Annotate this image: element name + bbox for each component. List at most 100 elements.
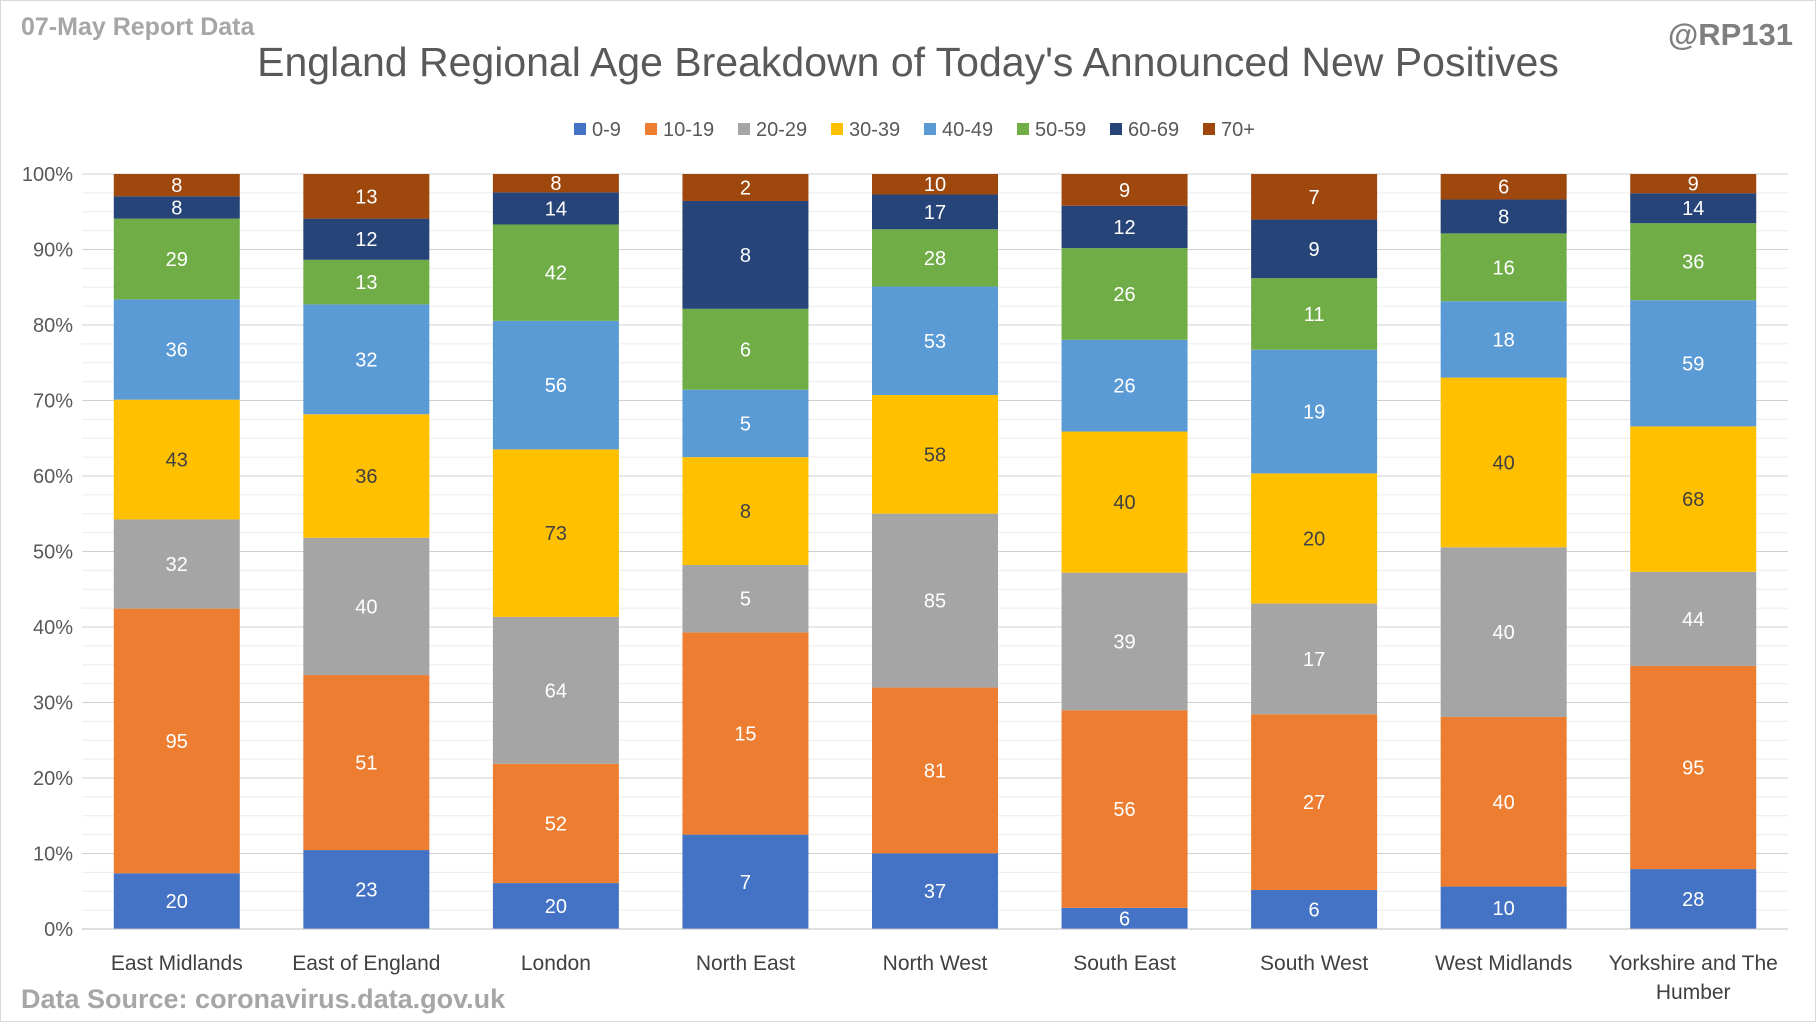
report-date-label: 07-May Report Data <box>21 13 255 41</box>
bar-segment-20-29 <box>1630 571 1757 666</box>
legend: 0-9 10-19 20-29 30-39 40-49 50-59 60-69 70+ <box>574 119 1255 141</box>
data-label: 73 <box>545 523 567 545</box>
category-label: South East <box>1073 952 1176 975</box>
bar-segment-0-9 <box>1440 886 1567 929</box>
bar-stack-east-midlands: 20 95 32 43 36 29 88 <box>113 174 240 929</box>
data-label: 17 <box>1303 649 1325 671</box>
bar-segment-50-59 <box>303 259 430 305</box>
data-label: 44 <box>1682 609 1704 631</box>
bar-stack-yorkshire-and-the-humber: 28 95 44 68 59 36 149 <box>1630 174 1757 929</box>
bar-segment-50-59 <box>113 218 240 300</box>
bar-segment-30-39 <box>492 449 619 617</box>
bar-segment-60-69 <box>303 218 430 260</box>
data-label: 6 <box>740 339 751 361</box>
bar-segment-10-19 <box>492 763 619 884</box>
bar-segment-50-59 <box>492 224 619 321</box>
legend-label: 70+ <box>1221 119 1255 141</box>
bar-segment-60-69 <box>1630 193 1757 224</box>
data-label: 9 <box>1688 174 1699 196</box>
data-label: 19 <box>1303 402 1325 424</box>
y-tick-label: 10% <box>33 844 73 866</box>
y-tick-label: 50% <box>33 542 73 564</box>
data-label: 6 <box>1309 899 1320 921</box>
legend-swatch <box>574 123 586 135</box>
bar-segment-30-39 <box>1061 431 1188 573</box>
bar-segment-50-59 <box>1061 248 1188 340</box>
legend-item-60-69: 60-69 <box>1110 119 1179 141</box>
data-label: 12 <box>1113 217 1135 239</box>
bar-segment-70 <box>682 174 809 201</box>
y-tick-label: 100% <box>22 164 73 186</box>
bar-stack-south-west: 6 27 17 20 19 11 9 7 <box>1251 174 1378 929</box>
legend-item-20-29: 20-29 <box>738 119 807 141</box>
bar-segment-70 <box>303 174 430 219</box>
bar-segment-30-39 <box>1251 473 1378 604</box>
bar-segment-60-69 <box>1061 205 1188 249</box>
category-label: East Midlands <box>111 952 243 975</box>
category-label: London <box>521 952 591 975</box>
category-label: North West <box>883 952 988 975</box>
data-label: 42 <box>545 263 567 285</box>
bars: 2095324336298823514036321312132052647356… <box>113 173 1757 930</box>
data-label: 18 <box>1493 329 1515 351</box>
category-label: North East <box>696 952 795 975</box>
bar-segment-20-29 <box>303 537 430 676</box>
bar-segment-60-69 <box>682 200 809 309</box>
data-label: 20 <box>545 896 567 918</box>
data-label: 10 <box>1493 898 1515 920</box>
bar-segment-10-19 <box>303 675 430 851</box>
data-label: 85 <box>924 591 946 613</box>
data-label: 8 <box>171 175 182 197</box>
y-tick-label: 80% <box>33 315 73 337</box>
bar-segment-50-59 <box>1630 223 1757 301</box>
bar-segment-20-29 <box>872 513 998 688</box>
data-label: 40 <box>1113 492 1135 514</box>
bar-segment-0-9 <box>303 850 430 929</box>
bar-segment-10-19 <box>113 608 240 874</box>
bar-stack-south-east: 6 56 39 40 26 26 12 9 <box>1061 174 1188 930</box>
bar-segment-60-69 <box>492 192 619 225</box>
bar-segment-60-69 <box>1440 199 1567 234</box>
data-label: 27 <box>1303 792 1325 814</box>
data-label: 13 <box>355 186 377 208</box>
bar-segment-20-29 <box>1061 572 1188 711</box>
data-label: 56 <box>1113 799 1135 821</box>
data-label: 10 <box>924 174 946 196</box>
category-label: West Midlands <box>1435 952 1572 975</box>
data-label: 12 <box>355 229 377 251</box>
data-label: 8 <box>740 245 751 267</box>
data-label: 11 <box>1304 304 1325 326</box>
data-label: 68 <box>1682 489 1704 511</box>
data-label: 9 <box>1119 180 1130 202</box>
data-label: 23 <box>355 880 377 902</box>
legend-item-40-49: 40-49 <box>924 119 993 141</box>
data-label: 26 <box>1113 376 1135 398</box>
data-label: 7 <box>1309 187 1320 209</box>
data-label: 20 <box>166 891 188 913</box>
data-label: 52 <box>545 813 567 835</box>
bar-segment-40-49 <box>1061 339 1188 432</box>
bar-segment-40-49 <box>1251 349 1378 474</box>
bar-stack-north-east: 7 15 5 8 5 6 8 2 <box>682 174 809 929</box>
data-label: 14 <box>545 198 567 220</box>
data-label: 51 <box>355 753 377 775</box>
legend-item-30-39: 30-39 <box>831 119 900 141</box>
data-label: 81 <box>924 760 946 782</box>
bar-segment-20-29 <box>113 519 240 609</box>
y-tick-label: 0% <box>44 919 73 941</box>
y-tick-label: 90% <box>33 240 73 262</box>
bar-segment-60-69 <box>872 194 998 230</box>
data-label: 6 <box>1119 908 1130 930</box>
data-label: 9 <box>1309 239 1320 261</box>
bar-segment-50-59 <box>1440 233 1567 302</box>
bar-segment-70 <box>1251 174 1378 220</box>
y-tick-label: 60% <box>33 466 73 488</box>
legend-swatch <box>738 123 750 135</box>
bar-segment-20-29 <box>1251 603 1378 715</box>
bar-segment-70 <box>492 174 619 193</box>
legend-label: 0-9 <box>592 119 621 141</box>
data-label: 32 <box>355 349 377 371</box>
category-label: East of England <box>292 952 440 975</box>
x-axis: East Midlands East of England London North … <box>82 928 1788 1004</box>
